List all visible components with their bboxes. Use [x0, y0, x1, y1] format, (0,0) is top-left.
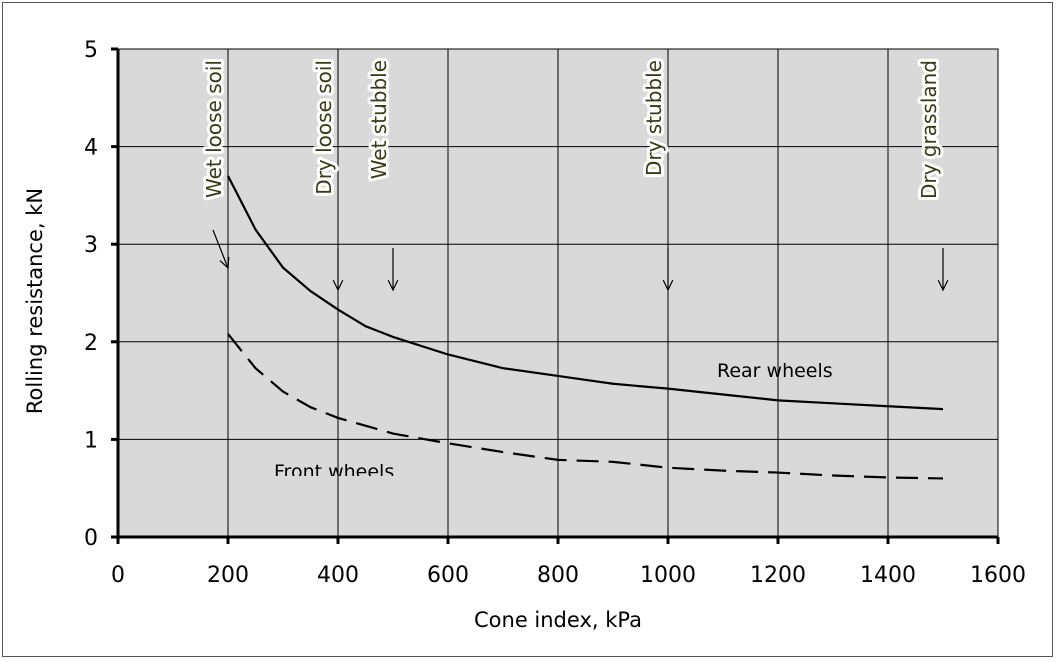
annotation-label: Dry loose soil: [312, 60, 336, 195]
y-tick-label: 5: [84, 38, 98, 63]
x-tick-label: 800: [537, 563, 579, 588]
y-tick-label: 4: [84, 136, 98, 161]
annotation-label: Dry stubble: [642, 60, 666, 176]
x-tick-label: 200: [207, 563, 249, 588]
annotation-arrow: [212, 229, 229, 269]
x-tick-label: 600: [427, 563, 469, 588]
annotation-label: Dry grassland: [917, 60, 941, 199]
y-tick-label: 3: [84, 233, 98, 258]
series-label-rear: Rear wheels: [717, 360, 833, 382]
x-tick-label: 1400: [860, 563, 916, 588]
series-label-front: Front wheels: [274, 461, 394, 483]
annotation-arrowhead: [662, 279, 674, 292]
annotation-label: Wet stubble: [367, 60, 391, 179]
x-tick-label: 400: [317, 563, 359, 588]
x-tick-label: 1000: [640, 563, 696, 588]
annotation-arrowhead: [387, 279, 399, 292]
x-tick-label: 1600: [970, 563, 1026, 588]
y-tick-label: 0: [84, 526, 98, 551]
y-axis-title: Rolling resistance, kN: [23, 188, 47, 414]
annotation-arrowhead: [332, 279, 344, 292]
annotation-arrowhead: [219, 256, 230, 270]
annotation-arrowhead: [937, 279, 949, 292]
rear-wheels-line: [227, 175, 944, 411]
y-tick-label: 1: [84, 428, 98, 453]
y-tick-label: 2: [84, 331, 98, 356]
x-axis-title: Cone index, kPa: [474, 608, 642, 632]
x-tick-label: 1200: [750, 563, 806, 588]
front-wheels-line: [227, 333, 944, 480]
annotation-label: Wet loose soil: [202, 60, 226, 198]
x-tick-label: 0: [111, 563, 125, 588]
